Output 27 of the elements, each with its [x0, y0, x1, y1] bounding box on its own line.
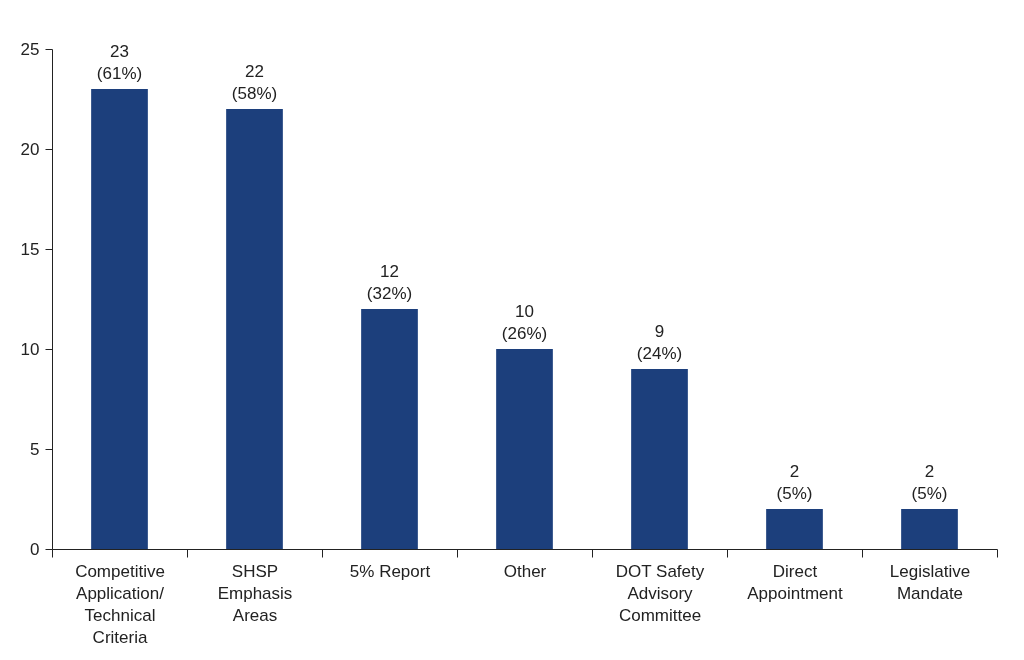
data-label: 23 (61%): [96, 42, 143, 83]
y-tick-label: 10: [20, 339, 40, 359]
y-tick-label: 5: [30, 439, 40, 459]
x-tick-label: Other: [503, 561, 547, 581]
y-tick-label: 15: [20, 239, 40, 259]
bar: [631, 369, 688, 549]
data-label: 22 (58%): [231, 62, 278, 103]
y-tick-label: 0: [30, 539, 40, 559]
bar: [766, 509, 823, 549]
y-tick-label: 20: [20, 139, 40, 159]
x-tick-label: DOT Safety Advisory Committee: [615, 561, 705, 625]
data-label: 2 (5%): [911, 462, 948, 503]
x-tick-label: Direct Appointment: [747, 561, 843, 603]
bar: [496, 349, 553, 549]
bar: [901, 509, 958, 549]
bar: [226, 109, 283, 549]
x-tick-label: Competitive Application/ Technical Criteria: [75, 561, 165, 647]
bar: [361, 309, 418, 549]
bar: [91, 89, 148, 549]
y-tick-label: 25: [20, 39, 40, 59]
x-tick-label: Legislative Mandate: [889, 561, 971, 603]
data-label: 12 (32%): [366, 262, 413, 303]
data-label: 2 (5%): [776, 462, 813, 503]
data-label: 10 (26%): [501, 302, 548, 343]
data-label: 9 (24%): [636, 322, 683, 363]
x-tick-label: 5% Report: [349, 561, 431, 581]
x-tick-label: SHSP Emphasis Areas: [217, 561, 293, 625]
